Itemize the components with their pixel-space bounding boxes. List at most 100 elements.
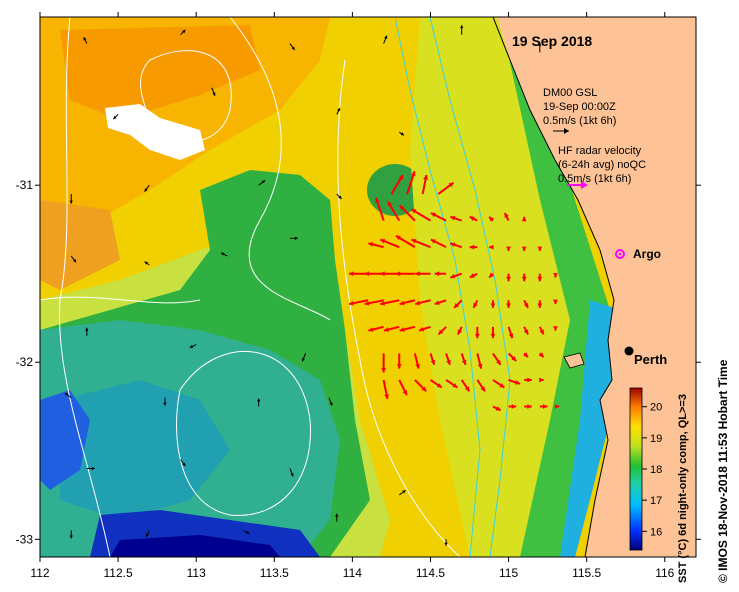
hf-vector (399, 325, 416, 332)
hf-vector (523, 326, 529, 335)
hf-vector (449, 215, 463, 222)
model-vector (189, 344, 197, 349)
colorbar-tick: 17 (642, 495, 662, 507)
x-tick: 115.5 (572, 12, 602, 580)
hf-vector (395, 271, 415, 277)
perth-marker (624, 346, 634, 356)
y-tick: -33 (16, 532, 701, 546)
model-vector (398, 489, 406, 496)
hf-vector (382, 379, 389, 400)
cloud-patch (105, 104, 205, 160)
hf-vector (410, 208, 431, 222)
hf-vector (375, 197, 385, 221)
hf-vector (469, 244, 478, 250)
x-tick: 115 (499, 12, 518, 580)
gsl-legend-arrow (553, 128, 569, 134)
hf-vector (429, 353, 436, 366)
hf-vector (489, 244, 494, 250)
hf-vector (348, 299, 369, 306)
model-vector (220, 252, 228, 257)
x-tick: 114 (343, 12, 362, 580)
x-tick: 113.5 (260, 12, 289, 580)
model-vector (112, 114, 119, 120)
gsl-legend-line1: DM00 GSL (543, 87, 598, 99)
colorbar-ramp (629, 387, 643, 551)
hf-vector (406, 170, 416, 195)
hf-vector (453, 299, 463, 309)
model-vector (211, 87, 216, 97)
perth-label: Perth (634, 352, 668, 367)
model-vector (86, 466, 95, 471)
hf-vector (554, 404, 560, 409)
hf-vector (415, 271, 431, 277)
sst-deep-blue (110, 535, 280, 557)
y-tick-label: -32 (16, 355, 34, 369)
land-mask (497, 17, 696, 557)
hf-vector (506, 273, 511, 282)
hf-vector (415, 299, 431, 306)
hf-vector (506, 300, 511, 308)
model-vector (180, 459, 186, 467)
hf-vector (492, 379, 505, 389)
y-tick: -31 (16, 178, 701, 192)
hf-vector (537, 273, 543, 282)
hf-vector (553, 299, 558, 305)
hf-vector (398, 379, 408, 396)
y-tick-label: -33 (16, 532, 34, 546)
colorbar: 16 17 18 19 20 (629, 387, 662, 551)
model-vector (460, 25, 464, 35)
coastline (492, 17, 615, 557)
x-tick: 116 (655, 12, 675, 580)
hf-vector (539, 377, 544, 383)
hf-legend: HF radar velocity (6-24h avg) noQC 0.5m/… (558, 144, 646, 186)
hf-vector (418, 325, 431, 332)
hf-vector (380, 299, 400, 306)
hf-vector (508, 404, 517, 409)
hf-vector (521, 246, 527, 251)
model-vector (144, 261, 150, 266)
model-vector (289, 43, 296, 51)
model-vector (145, 530, 150, 538)
colorbar-ticks: 16 17 18 19 20 (642, 402, 662, 538)
hf-vector (460, 353, 467, 366)
hf-vector (503, 212, 510, 222)
hf-vector (386, 201, 401, 222)
hf-vector (476, 353, 483, 369)
credit-text: © IMOS 18-Nov-2018 11:53 Hobart Time (716, 359, 730, 583)
hf-vector (488, 272, 494, 279)
y-tick-label: -31 (16, 178, 34, 192)
model-vector (85, 327, 89, 336)
x-tick-label: 113.5 (260, 566, 289, 580)
hf-vector (472, 299, 479, 309)
hf-vector (524, 404, 532, 409)
hf-vector (521, 273, 527, 282)
model-vector (258, 179, 266, 186)
hf-vector (381, 353, 387, 373)
hf-vector (449, 242, 463, 249)
hf-vector (523, 299, 529, 309)
hf-vector (390, 174, 404, 195)
hf-vector (538, 352, 545, 358)
hf-vector (474, 326, 480, 339)
hf-vector (460, 379, 471, 392)
gsl-legend-line2: 19-Sep 00:00Z (543, 101, 616, 113)
hf-vector (490, 300, 496, 308)
hf-vector (449, 272, 463, 279)
hf-vector (508, 379, 521, 385)
hf-vector (521, 216, 527, 222)
x-tick-label: 112 (30, 566, 49, 580)
contour-nw-eddy (140, 50, 232, 142)
x-axis: 112 112.5 113 113.5 114 114.5 115 115.5 116 (30, 12, 675, 580)
hf-legend-line1: HF radar velocity (558, 145, 642, 157)
model-vector (289, 468, 294, 477)
gsl-legend-line3: 0.5m/s (1kt 6h) (543, 115, 617, 127)
x-tick-label: 113 (187, 566, 206, 580)
hf-vector (537, 300, 543, 308)
colorbar-caption: SST (°C) 6d night-only comp, QL>=3 (677, 394, 689, 583)
model-vector (83, 36, 88, 44)
contour-sw-eddy (176, 350, 311, 516)
hf-vector (368, 325, 384, 332)
hf-vector (434, 299, 447, 306)
model-vector (444, 539, 448, 546)
